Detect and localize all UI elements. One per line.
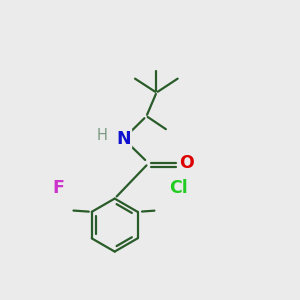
Text: N: N — [116, 130, 131, 148]
Text: H: H — [96, 128, 107, 143]
Text: O: O — [179, 154, 194, 172]
Text: F: F — [53, 179, 64, 197]
Text: Cl: Cl — [169, 179, 188, 197]
